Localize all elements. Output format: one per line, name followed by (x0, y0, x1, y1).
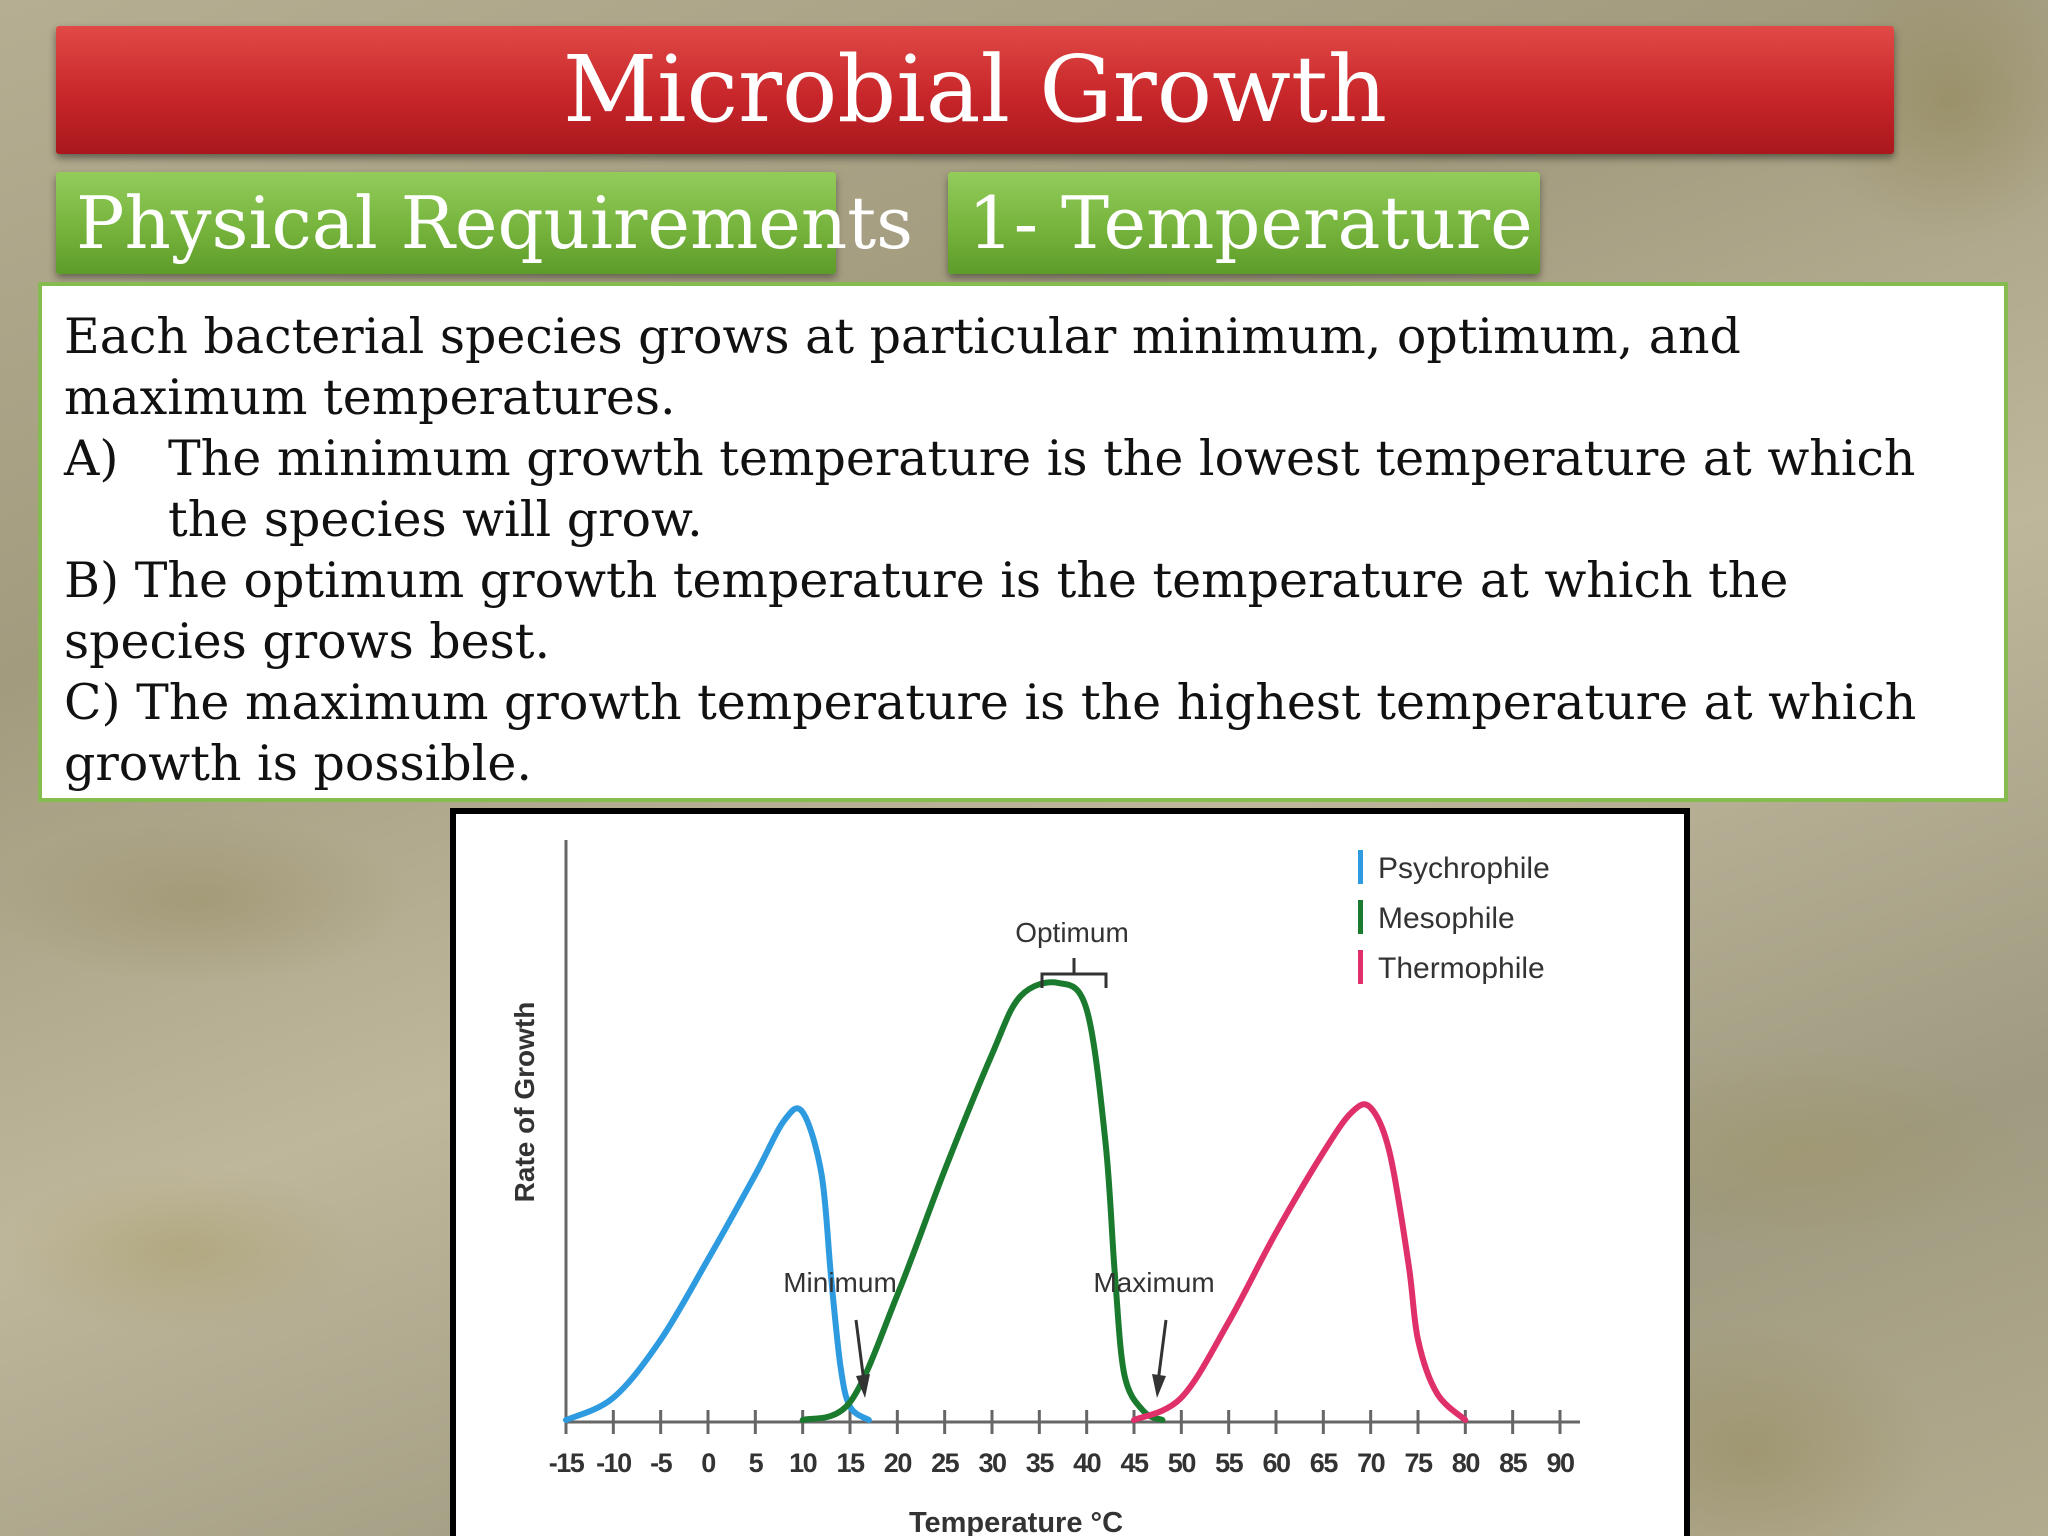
growth-rate-chart: -15 -10 -5 0 5 10 15 20 25 30 35 40 45 50 55 60 65 70 75 80… (450, 808, 1690, 1536)
chart-svg: -15 -10 -5 0 5 10 15 20 25 30 35 40 45 50 55 60 65 70 75 80… (509, 840, 1580, 1536)
optimum-annotation: Optimum (1015, 917, 1129, 988)
legend-label-thermophile: Thermophile (1378, 952, 1545, 985)
y-axis-label: Rate of Growth (509, 1002, 540, 1203)
series-mesophile-line (799, 979, 1166, 1423)
minimum-annotation: Minimum (783, 1267, 897, 1398)
legend-swatch-thermophile (1358, 950, 1363, 984)
point-a: A) The minimum growth temperature is the … (64, 428, 1984, 550)
legend-swatch-mesophile (1358, 900, 1363, 934)
minimum-arrow (854, 1319, 866, 1383)
x-tick-label: -5 (650, 1448, 672, 1478)
legend-swatch-psychrophile (1358, 850, 1363, 884)
point-a-text: The minimum growth temperature is the lo… (168, 430, 1916, 548)
x-tick-label: -15 (549, 1448, 585, 1478)
point-b: B) The optimum growth temperature is the… (64, 552, 1789, 670)
x-tick-label: 50 (1168, 1448, 1196, 1478)
x-tick-label: 85 (1499, 1448, 1528, 1478)
intro-text: Each bacterial species grows at particul… (64, 308, 1741, 426)
x-tick-label: 0 (701, 1448, 715, 1478)
x-tick-label: 5 (749, 1448, 764, 1478)
x-tick-label: -10 (596, 1448, 631, 1478)
x-tick-label: 10 (789, 1448, 817, 1478)
minimum-label: Minimum (783, 1267, 897, 1298)
series-psychrophile-line (563, 1105, 872, 1423)
x-tick-label: 55 (1215, 1448, 1244, 1478)
x-tick-label: 65 (1310, 1448, 1339, 1478)
tag-physical-requirements: Physical Requirements (56, 172, 913, 274)
x-tick-label: 90 (1546, 1448, 1574, 1478)
x-tick-label: 15 (836, 1448, 865, 1478)
maximum-label: Maximum (1093, 1267, 1214, 1298)
definition-textbox: Each bacterial species grows at particul… (38, 282, 2008, 802)
x-ticks: -15 -10 -5 0 5 10 15 20 25 30 35 40 45 50 55 60 65 70 75 80… (549, 1410, 1575, 1478)
point-a-letter: A) (64, 430, 119, 487)
x-tick-label: 80 (1452, 1448, 1480, 1478)
x-tick-label: 20 (884, 1448, 912, 1478)
x-tick-label: 25 (931, 1448, 960, 1478)
legend-label-mesophile: Mesophile (1378, 902, 1515, 935)
x-tick-label: 40 (1073, 1448, 1101, 1478)
legend-label-psychrophile: Psychrophile (1378, 852, 1550, 885)
x-tick-label: 60 (1262, 1448, 1290, 1478)
optimum-bracket (1040, 958, 1108, 988)
x-tick-label: 75 (1404, 1448, 1433, 1478)
x-axis-label: Temperature °C (909, 1507, 1123, 1536)
chart-legend: Psychrophile Mesophile Thermophile (1358, 850, 1550, 985)
series-thermophile-line (1131, 1101, 1469, 1423)
slide-title: Microbial Growth (56, 26, 1894, 154)
tag-temperature: 1- Temperature (948, 172, 1540, 274)
optimum-label: Optimum (1015, 917, 1129, 948)
x-tick-label: 35 (1026, 1448, 1055, 1478)
minimum-arrowhead (856, 1374, 870, 1398)
maximum-annotation: Maximum (1093, 1267, 1215, 1398)
x-tick-label: 70 (1357, 1448, 1385, 1478)
growth-curves (563, 979, 1469, 1423)
maximum-arrow (1156, 1319, 1168, 1383)
maximum-arrowhead (1152, 1374, 1166, 1398)
x-tick-label: 45 (1120, 1448, 1149, 1478)
point-c: C) The maximum growth temperature is the… (64, 674, 1917, 792)
x-tick-label: 30 (978, 1448, 1006, 1478)
